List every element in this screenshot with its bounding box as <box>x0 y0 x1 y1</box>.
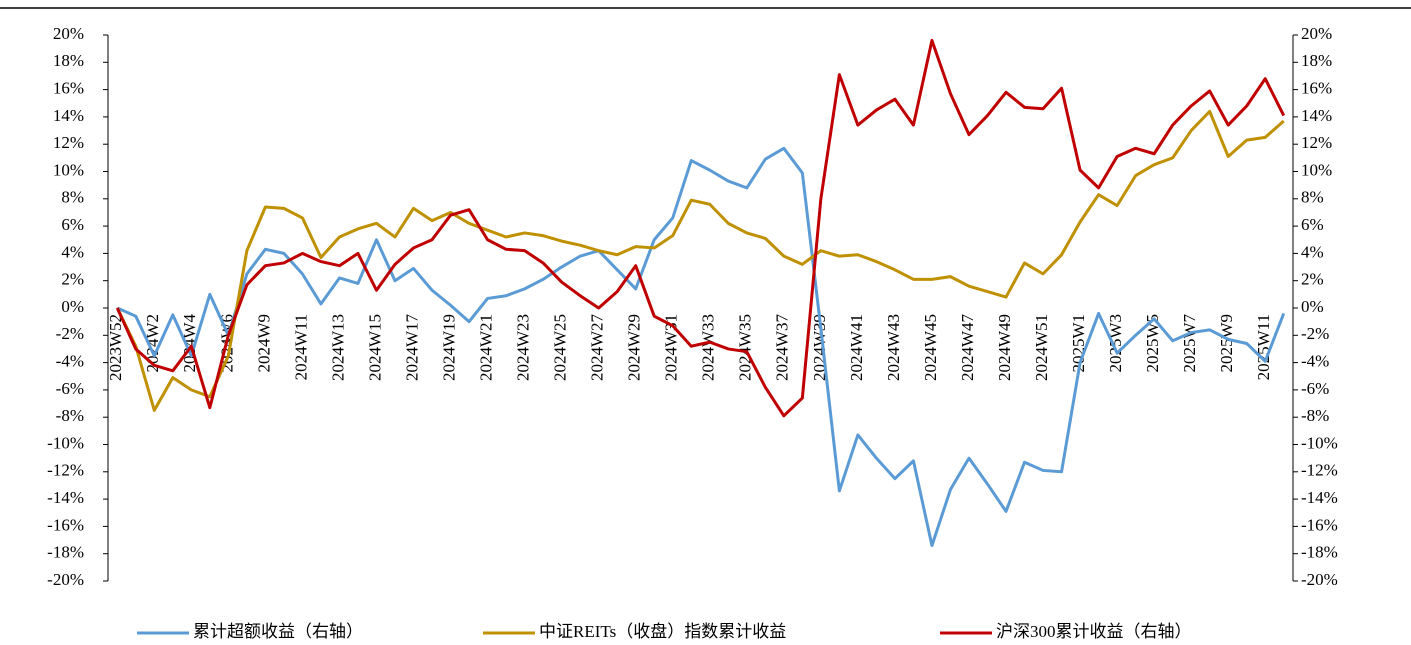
y-tick-label: 4% <box>61 242 84 261</box>
y-tick-label: -18% <box>47 543 84 562</box>
legend-label: 沪深300累计收益（右轴） <box>996 622 1192 641</box>
x-tick-label: 2024W27 <box>588 314 607 382</box>
y2-tick-label: 6% <box>1301 215 1324 234</box>
y2-tick-label: 12% <box>1301 133 1332 152</box>
x-tick-label: 2024W19 <box>439 314 458 381</box>
y-tick-label: -12% <box>47 461 84 480</box>
y-tick-label: -14% <box>47 488 84 507</box>
y-tick-label: -6% <box>56 379 84 398</box>
y-tick-label: 18% <box>53 51 84 70</box>
x-tick-label: 2024W21 <box>476 314 495 381</box>
x-tick-label: 2024W15 <box>365 314 384 381</box>
x-tick-label: 2023W52 <box>106 314 125 381</box>
x-tick-label: 2025W5 <box>1143 314 1162 373</box>
y2-tick-label: 4% <box>1301 242 1324 261</box>
x-tick-label: 2024W33 <box>699 314 718 381</box>
y2-tick-label: -6% <box>1301 379 1329 398</box>
x-tick-label: 2024W43 <box>884 314 903 381</box>
x-tick-label: 2024W49 <box>995 314 1014 381</box>
x-tick-label: 2025W7 <box>1180 314 1199 373</box>
y2-tick-label: -20% <box>1301 570 1338 589</box>
x-tick-label: 2025W3 <box>1106 314 1125 373</box>
x-tick-label: 2025W11 <box>1254 314 1273 380</box>
x-tick-label: 2024W29 <box>625 314 644 381</box>
y-tick-label: 12% <box>53 133 84 152</box>
y2-tick-label: -2% <box>1301 324 1329 343</box>
y-tick-label: 6% <box>61 215 84 234</box>
legend-label: 累计超额收益（右轴） <box>193 622 363 641</box>
y2-tick-label: 18% <box>1301 51 1332 70</box>
x-tick-label: 2024W23 <box>514 314 533 381</box>
y2-tick-label: 0% <box>1301 297 1324 316</box>
y-tick-label: -2% <box>56 324 84 343</box>
y2-tick-label: 20% <box>1301 24 1332 43</box>
series-line <box>115 38 1286 418</box>
y2-tick-label: -18% <box>1301 543 1338 562</box>
x-tick-label: 2024W11 <box>291 314 310 380</box>
y-tick-label: -10% <box>47 433 84 452</box>
x-tick-label: 2024W17 <box>402 314 421 382</box>
y-tick-label: -16% <box>47 515 84 534</box>
y-tick-label: 0% <box>61 297 84 316</box>
y-tick-label: 2% <box>61 270 84 289</box>
y2-tick-label: 16% <box>1301 79 1332 98</box>
series-line <box>116 146 1286 548</box>
y2-tick-label: -16% <box>1301 515 1338 534</box>
y2-tick-label: -8% <box>1301 406 1329 425</box>
series-line <box>115 109 1285 412</box>
x-tick-label: 2024W25 <box>551 314 570 381</box>
x-tick-label: 2024W45 <box>921 314 940 381</box>
x-tick-label: 2024W13 <box>328 314 347 381</box>
y2-tick-label: -12% <box>1301 461 1338 480</box>
x-tick-label: 2024W51 <box>1032 314 1051 381</box>
x-tick-label: 2024W41 <box>847 314 866 381</box>
y2-tick-label: 2% <box>1301 270 1324 289</box>
y2-tick-label: 14% <box>1301 106 1332 125</box>
y2-tick-label: -4% <box>1301 352 1329 371</box>
y2-tick-label: -14% <box>1301 488 1338 507</box>
x-tick-label: 2025W9 <box>1217 314 1236 373</box>
y-tick-label: 14% <box>53 106 84 125</box>
y2-tick-label: -10% <box>1301 433 1338 452</box>
y2-tick-label: 8% <box>1301 188 1324 207</box>
y-tick-label: -8% <box>56 406 84 425</box>
y-tick-label: 8% <box>61 188 84 207</box>
y-tick-label: 16% <box>53 79 84 98</box>
y-tick-label: -20% <box>47 570 84 589</box>
x-tick-label: 2024W47 <box>958 314 977 382</box>
legend-label: 中证REITs（收盘）指数累计收益 <box>539 622 786 641</box>
x-tick-label: 2024W35 <box>736 314 755 381</box>
y-tick-label: 10% <box>53 160 84 179</box>
x-tick-label: 2024W37 <box>773 314 792 382</box>
y2-tick-label: 10% <box>1301 160 1332 179</box>
y-tick-label: 20% <box>53 24 84 43</box>
y-tick-label: -4% <box>56 352 84 371</box>
x-tick-label: 2024W9 <box>254 314 273 373</box>
